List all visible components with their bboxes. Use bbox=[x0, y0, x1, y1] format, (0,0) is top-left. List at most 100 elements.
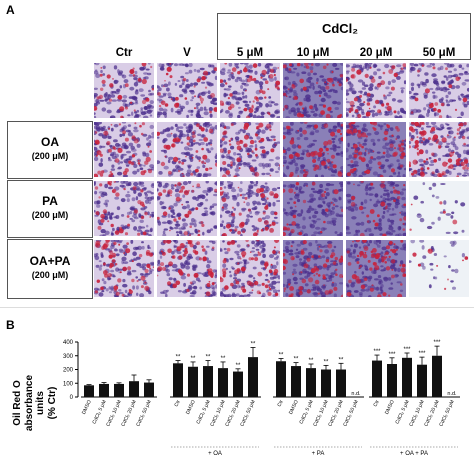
row-header-oapa: OA+PA (200 μM) bbox=[8, 253, 92, 281]
col-header-20um: 20 μM bbox=[359, 47, 393, 59]
significance-label: ** bbox=[251, 342, 256, 348]
significance-label: ** bbox=[339, 357, 344, 363]
significance-label: *** bbox=[388, 352, 396, 358]
bar bbox=[114, 383, 124, 397]
significance-label: ** bbox=[191, 356, 196, 362]
micrograph-tile bbox=[94, 181, 154, 236]
bar bbox=[248, 357, 258, 397]
bar bbox=[144, 382, 154, 397]
bar bbox=[291, 366, 301, 397]
category-label: CdCl₂ 5 μM bbox=[92, 399, 108, 425]
row-label-oa: OA bbox=[41, 135, 59, 149]
row-label-oapa: OA+PA bbox=[29, 254, 71, 268]
y-tick-label: 300 bbox=[63, 354, 74, 360]
bar bbox=[173, 363, 183, 397]
bar bbox=[218, 368, 228, 397]
micrograph-tile bbox=[346, 240, 406, 297]
nd-label: n.d. bbox=[351, 391, 361, 397]
micrograph-tile bbox=[283, 181, 343, 236]
col-header-50um: 50 μM bbox=[422, 47, 456, 59]
micrograph-tile bbox=[157, 181, 217, 236]
category-label: Ctr bbox=[277, 399, 285, 408]
significance-label: *** bbox=[373, 349, 381, 355]
y-tick-label: 200 bbox=[63, 368, 74, 374]
row-conc-oapa: (200 μM) bbox=[31, 270, 69, 281]
row-conc-pa: (200 μM) bbox=[31, 210, 69, 221]
micrograph-tile bbox=[220, 181, 280, 236]
row-label-pa: PA bbox=[42, 194, 58, 208]
bar bbox=[276, 361, 286, 397]
row-header-box-oa bbox=[7, 121, 93, 179]
significance-label: *** bbox=[403, 347, 411, 353]
micrograph-tile bbox=[283, 240, 343, 297]
y-tick-label: 0 bbox=[70, 395, 74, 401]
micrograph-tile bbox=[94, 63, 154, 118]
row-header-box-pa bbox=[7, 180, 93, 238]
significance-label: ** bbox=[236, 363, 241, 369]
significance-label: *** bbox=[433, 340, 441, 346]
group-label: + OA + PA bbox=[400, 451, 428, 457]
bar bbox=[99, 383, 109, 397]
significance-label: ** bbox=[206, 355, 211, 361]
category-label: DMSO bbox=[288, 399, 300, 415]
micrograph-tile bbox=[220, 240, 280, 297]
micrograph-tile bbox=[409, 240, 469, 297]
row-header-pa: PA (200 μM) bbox=[8, 193, 92, 221]
panel-a-label: A bbox=[6, 3, 15, 17]
significance-label: ** bbox=[309, 358, 314, 364]
micrograph-tile bbox=[346, 63, 406, 118]
category-label: CdCl₂ 5 μM bbox=[299, 399, 315, 425]
bar bbox=[84, 385, 94, 397]
significance-label: ** bbox=[294, 357, 299, 363]
bar bbox=[129, 381, 139, 397]
category-label: CdCl₂ 50 μM bbox=[135, 399, 152, 427]
category-label: CdCl₂ 5 μM bbox=[196, 399, 212, 425]
bar bbox=[402, 357, 412, 397]
category-label: CdCl₂ 5 μM bbox=[395, 399, 411, 425]
micrograph-tile bbox=[409, 181, 469, 236]
micrograph-tile bbox=[283, 122, 343, 177]
micrograph-tile bbox=[94, 240, 154, 297]
bar bbox=[203, 366, 213, 397]
col-header-vehicle: V bbox=[183, 47, 191, 59]
category-label: DMSO bbox=[185, 399, 197, 415]
bar bbox=[432, 355, 442, 397]
group-label: + PA bbox=[312, 451, 325, 457]
significance-label: ** bbox=[176, 355, 181, 361]
row-conc-oa: (200 μM) bbox=[31, 151, 69, 162]
y-tick-label: 400 bbox=[63, 340, 74, 346]
col-header-5um: 5 μM bbox=[236, 47, 264, 59]
bar bbox=[233, 371, 243, 397]
micrograph-tile bbox=[157, 240, 217, 297]
nd-label: n.d. bbox=[447, 391, 457, 397]
micrograph-tile bbox=[157, 122, 217, 177]
bar bbox=[372, 360, 382, 397]
category-label: Ctr bbox=[373, 399, 381, 408]
micrograph-tile bbox=[346, 181, 406, 236]
cdcl2-header: CdCl₂ bbox=[321, 21, 359, 36]
panel-b-label: B bbox=[6, 318, 15, 332]
significance-label: ** bbox=[324, 359, 329, 365]
category-label: DMSO bbox=[81, 399, 93, 415]
row-header-oa: OA (200 μM) bbox=[8, 134, 92, 162]
category-label: CdCl₂ 50 μM bbox=[342, 399, 359, 427]
micrograph-tile bbox=[409, 122, 469, 177]
bar bbox=[321, 369, 331, 397]
bar bbox=[188, 366, 198, 397]
micrograph-tile bbox=[346, 122, 406, 177]
micrograph-tile bbox=[409, 63, 469, 118]
significance-label: *** bbox=[418, 351, 426, 357]
category-label: CdCl₂ 50 μM bbox=[438, 399, 455, 427]
panel-divider bbox=[0, 307, 474, 308]
micrograph-tile bbox=[157, 63, 217, 118]
cdcl2-header-box bbox=[217, 13, 471, 60]
significance-label: ** bbox=[221, 356, 226, 362]
category-label: DMSO bbox=[384, 399, 396, 415]
bar bbox=[336, 369, 346, 397]
y-tick-label: 100 bbox=[63, 381, 74, 387]
micrograph-tile bbox=[220, 63, 280, 118]
bar bbox=[387, 364, 397, 397]
category-label: Ctr bbox=[174, 399, 182, 408]
micrograph-tile bbox=[220, 122, 280, 177]
